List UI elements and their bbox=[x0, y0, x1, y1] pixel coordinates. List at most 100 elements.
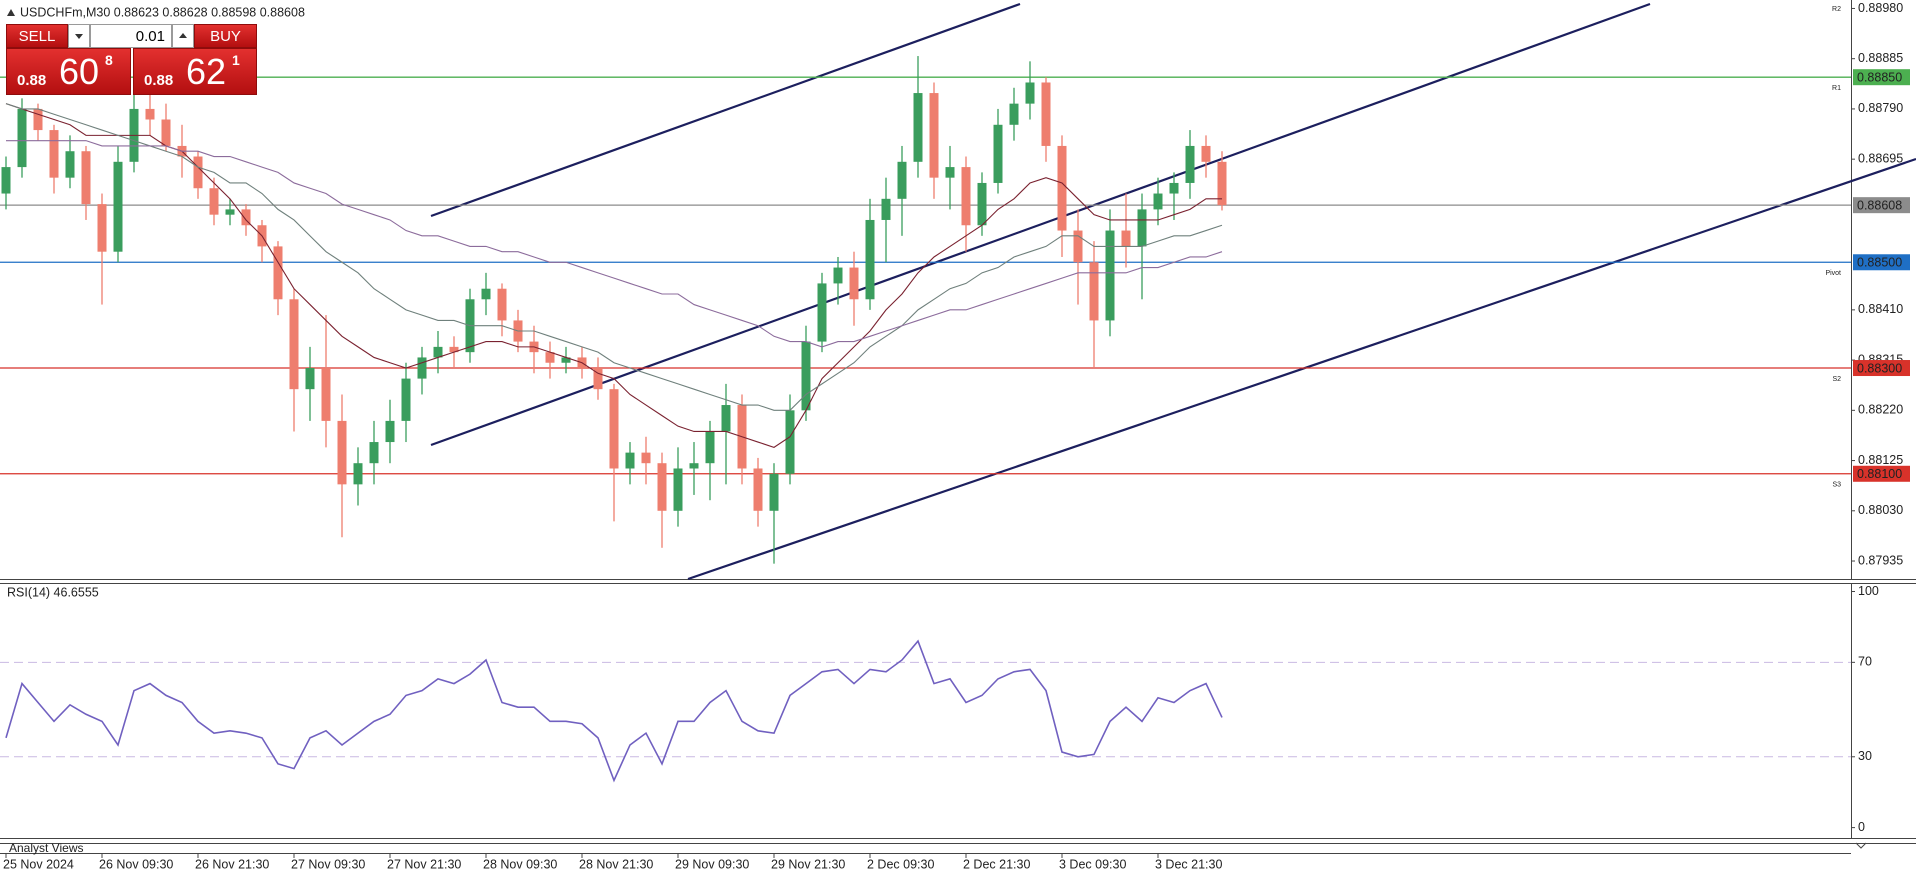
candle-body bbox=[65, 151, 75, 178]
candle-body bbox=[305, 368, 315, 390]
candle-body bbox=[81, 151, 91, 205]
x-tick-label: 2 Dec 21:30 bbox=[963, 857, 1030, 871]
candle-body bbox=[49, 130, 59, 178]
candle-body bbox=[497, 288, 507, 321]
candle-body bbox=[1169, 182, 1179, 194]
candle-body bbox=[17, 108, 27, 168]
y-tick-label: 0.88885 bbox=[1858, 51, 1903, 65]
candle-body bbox=[161, 119, 171, 146]
volume-up[interactable] bbox=[172, 24, 194, 48]
level-name: R1 bbox=[1832, 85, 1841, 92]
bid-price[interactable]: 0.88 60 8 bbox=[6, 48, 131, 95]
candle-body bbox=[1217, 161, 1227, 206]
x-tick-label: 28 Nov 09:30 bbox=[483, 857, 557, 871]
y-tick-label: 0.88410 bbox=[1858, 302, 1903, 316]
candle-body bbox=[193, 156, 203, 189]
volume-down[interactable] bbox=[68, 24, 90, 48]
analyst-views-tab[interactable]: Analyst Views bbox=[9, 841, 83, 855]
level-name: Pivot bbox=[1825, 270, 1841, 277]
candle-body bbox=[145, 108, 155, 120]
candle-body bbox=[337, 420, 347, 485]
candle-body bbox=[721, 405, 731, 432]
candle-body bbox=[1137, 209, 1147, 247]
candle-body bbox=[481, 288, 491, 300]
candle-body bbox=[385, 420, 395, 443]
moving-average bbox=[5, 103, 1222, 448]
x-tick-label: 29 Nov 09:30 bbox=[675, 857, 749, 871]
candle-body bbox=[97, 204, 107, 252]
candle-body bbox=[1041, 82, 1051, 146]
candle-body bbox=[289, 299, 299, 390]
collapse-icon[interactable] bbox=[7, 9, 15, 16]
candle-body bbox=[881, 198, 891, 220]
y-tick-label: 70 bbox=[1858, 655, 1872, 669]
buy-button[interactable]: BUY bbox=[194, 24, 257, 48]
candle-body bbox=[897, 161, 907, 199]
candle-body bbox=[769, 473, 779, 511]
level-label-box bbox=[1853, 360, 1910, 377]
candle-body bbox=[689, 463, 699, 469]
candle-body bbox=[209, 188, 219, 215]
candle-body bbox=[865, 219, 875, 300]
y-tick-label: 0.88790 bbox=[1858, 101, 1903, 115]
candle-body bbox=[673, 468, 683, 511]
level-label-box bbox=[1853, 254, 1910, 271]
x-tick-label: 3 Dec 09:30 bbox=[1059, 857, 1126, 871]
current-price-label: 0.88608 bbox=[1857, 198, 1902, 212]
candle-body bbox=[1185, 145, 1195, 183]
candle-body bbox=[1073, 230, 1083, 263]
x-tick-label: 3 Dec 21:30 bbox=[1155, 857, 1222, 871]
candle-body bbox=[369, 442, 379, 464]
candle-body bbox=[1, 167, 11, 194]
candle-body bbox=[993, 124, 1003, 183]
candle-body bbox=[225, 209, 235, 215]
rsi-title: RSI(14) 46.6555 bbox=[7, 585, 99, 599]
volume-input[interactable]: 0.01 bbox=[90, 24, 172, 48]
x-tick-label: 27 Nov 09:30 bbox=[291, 857, 365, 871]
candle-body bbox=[929, 93, 939, 178]
candle-body bbox=[273, 246, 283, 300]
one-click-trading: SELL 0.01 BUY 0.88 60 8 0.88 62 1 bbox=[6, 24, 257, 95]
candle-body bbox=[657, 463, 667, 511]
bid-main: 60 bbox=[59, 51, 100, 92]
candle-body bbox=[705, 431, 715, 464]
bid-prefix: 0.88 bbox=[17, 72, 47, 89]
candle-body bbox=[561, 357, 571, 363]
candle-body bbox=[417, 357, 427, 379]
candle-body bbox=[353, 463, 363, 485]
sell-button[interactable]: SELL bbox=[6, 24, 68, 48]
candle-body bbox=[753, 468, 763, 511]
candle-body bbox=[1201, 145, 1211, 162]
channel-line bbox=[687, 157, 1916, 581]
level-name: S2 bbox=[1832, 376, 1841, 383]
candle-body bbox=[449, 346, 459, 353]
level-label: 0.88100 bbox=[1857, 467, 1902, 481]
candle-body bbox=[1057, 145, 1067, 231]
candle-body bbox=[433, 346, 443, 358]
bid-pip: 8 bbox=[105, 52, 113, 68]
level-name: R2 bbox=[1832, 6, 1841, 13]
rsi-line bbox=[5, 639, 1223, 783]
ask-pip: 1 bbox=[232, 52, 240, 68]
level-label-box bbox=[1853, 465, 1910, 482]
y-tick-label: 0.88695 bbox=[1858, 151, 1903, 165]
ask-price[interactable]: 0.88 62 1 bbox=[133, 48, 257, 95]
y-tick-label: 0.88030 bbox=[1858, 503, 1903, 517]
candle-body bbox=[801, 341, 811, 411]
chart-title: USDCHFm,M30 0.88623 0.88628 0.88598 0.88… bbox=[20, 5, 305, 19]
x-tick-label: 28 Nov 21:30 bbox=[579, 857, 653, 871]
moving-average bbox=[5, 103, 1223, 411]
x-tick-label: 26 Nov 21:30 bbox=[195, 857, 269, 871]
y-tick-label: 0.87935 bbox=[1858, 553, 1903, 567]
current-price-label-box bbox=[1853, 197, 1910, 214]
level-name: S3 bbox=[1832, 482, 1841, 489]
candle-body bbox=[1009, 103, 1019, 125]
candle-body bbox=[545, 352, 555, 363]
up-arrow bbox=[179, 33, 187, 38]
y-tick-label: 0.88220 bbox=[1858, 403, 1903, 417]
chevron-icon[interactable] bbox=[1855, 842, 1867, 849]
candle-body bbox=[1121, 230, 1131, 247]
x-tick-label: 2 Dec 09:30 bbox=[867, 857, 934, 871]
